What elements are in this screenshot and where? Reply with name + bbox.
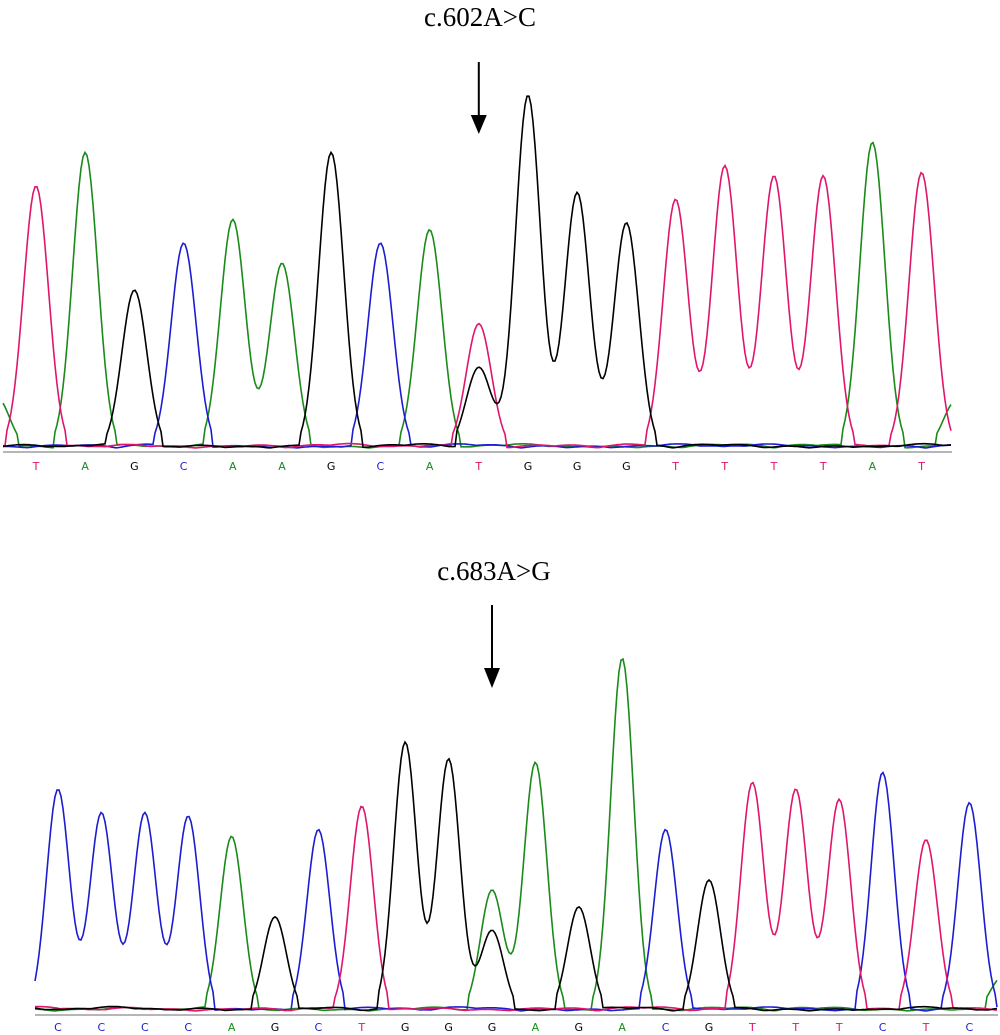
base-call: C [315,1021,323,1034]
base-call: A [618,1021,626,1034]
trace-g-2 [34,740,998,1012]
mutation-arrow-2 [484,605,500,688]
base-call: T [357,1021,365,1034]
base-call: A [229,460,237,473]
base-call: C [141,1021,149,1034]
base-call: A [228,1021,236,1034]
base-call: T [819,460,827,473]
trace-t-1 [3,164,952,449]
base-call: C [54,1021,62,1034]
base-call: C [184,1021,192,1034]
base-call: A [426,460,434,473]
mutation-arrow-1 [470,62,487,134]
trace-group-1 [2,95,952,449]
base-call: T [917,460,925,473]
trace-c-1 [3,242,952,449]
base-call: T [770,460,778,473]
base-call: G [401,1021,410,1034]
base-call: C [879,1021,887,1034]
base-call: G [573,460,582,473]
base-call: G [575,1021,584,1034]
base-call: T [32,460,40,473]
base-call: T [791,1021,799,1034]
mutation-title-2: c.683A>G [437,556,550,586]
base-call: A [81,460,89,473]
base-call: T [474,460,482,473]
base-call: G [444,1021,453,1034]
chromatogram-panel-2: c.683A>G C C C C A G C T G G G A G A C G T T T C T C [34,556,998,1034]
base-call: G [622,460,631,473]
trace-g-1 [2,95,952,449]
base-call: G [271,1021,280,1034]
base-call: C [966,1021,974,1034]
base-call: A [278,460,286,473]
trace-group-2 [34,657,998,1012]
base-call: C [180,460,188,473]
trace-c-2 [34,771,998,1012]
base-call: T [671,460,679,473]
base-call: C [98,1021,106,1034]
base-call: G [327,460,336,473]
base-call: G [524,460,533,473]
base-call: C [662,1021,670,1034]
mutation-title-1: c.602A>C [424,2,536,32]
chromatogram-panel-1: c.602A>C T A G C A A G C A T G G G T T T T A T [2,2,952,473]
base-call: G [130,460,139,473]
trace-a-2 [34,657,998,1012]
base-call: T [922,1021,930,1034]
base-call: A [869,460,877,473]
base-call: T [835,1021,843,1034]
base-call: C [377,460,385,473]
base-call: G [705,1021,714,1034]
trace-t-2 [34,781,998,1012]
base-call: T [748,1021,756,1034]
base-call: G [488,1021,497,1034]
base-call: T [720,460,728,473]
base-call: A [532,1021,540,1034]
